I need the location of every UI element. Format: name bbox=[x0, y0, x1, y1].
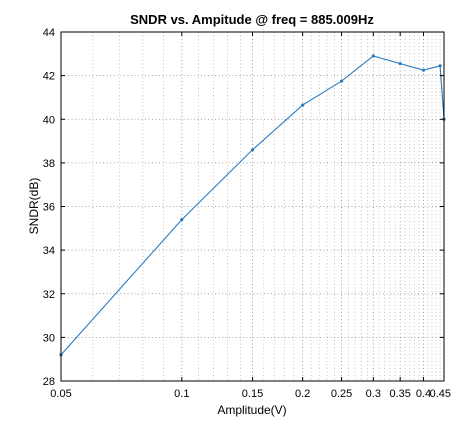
y-tick-label: 38 bbox=[43, 158, 55, 170]
data-point bbox=[180, 217, 184, 222]
y-tick-label: 32 bbox=[43, 289, 55, 301]
x-axis-label: Amplitude(V) bbox=[217, 403, 286, 417]
y-tick-label: 42 bbox=[43, 71, 55, 83]
y-tick-label: 34 bbox=[43, 245, 55, 257]
x-tick-label: 0.2 bbox=[295, 388, 310, 400]
tick-layer: 0.05 0.1 0.15 0.2 0.25 0.3 0.35 0.40.45 28 30 32 34… bbox=[43, 27, 451, 400]
data-point bbox=[371, 54, 375, 58]
y-tick-label: 30 bbox=[43, 332, 55, 344]
y-tick-label: 44 bbox=[43, 27, 55, 39]
data-point bbox=[250, 148, 255, 152]
data-point bbox=[339, 79, 344, 83]
x-tick-label: 0.1 bbox=[174, 388, 189, 400]
series-layer bbox=[59, 54, 446, 357]
y-tick-label: 40 bbox=[43, 114, 55, 126]
x-tick-label: 0.45 bbox=[430, 388, 451, 400]
x-tick-label: 0.25 bbox=[331, 388, 352, 400]
y-tick-label: 28 bbox=[43, 376, 55, 388]
x-tick-label: 0.4 bbox=[416, 388, 431, 400]
data-point bbox=[421, 68, 426, 72]
x-tick-label: 0.05 bbox=[50, 388, 71, 400]
x-tick-label: 0.15 bbox=[242, 388, 263, 400]
x-tick-label: 0.3 bbox=[366, 388, 381, 400]
y-tick-label: 36 bbox=[43, 202, 55, 214]
data-point bbox=[398, 62, 402, 66]
chart-title: SNDR vs. Ampitude @ freq = 885.009Hz bbox=[130, 12, 374, 27]
data-point bbox=[301, 103, 305, 107]
x-tick-label: 0.35 bbox=[389, 388, 410, 400]
series-line bbox=[60, 55, 445, 356]
y-axis-label: SNDR(dB) bbox=[27, 178, 41, 235]
data-point bbox=[438, 64, 442, 68]
